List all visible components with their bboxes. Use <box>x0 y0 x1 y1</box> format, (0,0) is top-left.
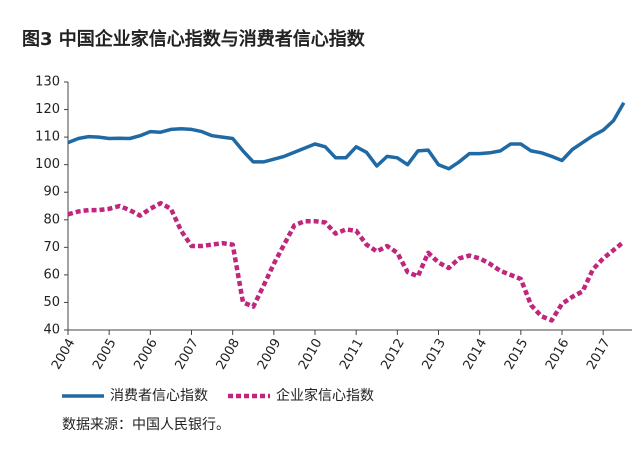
x-tick-label: 2004 <box>49 336 79 372</box>
x-tick-label: 2014 <box>461 336 491 372</box>
x-tick-label: 2017 <box>584 336 614 372</box>
legend-label: 企业家信心指数 <box>276 387 374 404</box>
x-tick-label: 2008 <box>214 336 244 372</box>
y-tick-label: 60 <box>43 267 60 282</box>
series-line <box>67 200 626 323</box>
x-tick-label: 2015 <box>502 336 532 372</box>
x-tick-label: 2013 <box>419 336 449 372</box>
y-tick-label: 110 <box>35 130 60 145</box>
x-tick-label: 2009 <box>255 336 285 372</box>
y-tick-label: 40 <box>43 323 60 338</box>
y-tick-label: 80 <box>43 212 60 227</box>
source-note: 数据来源：中国人民银行。 <box>62 417 230 433</box>
x-tick-label: 2007 <box>172 336 202 372</box>
y-tick-label: 120 <box>35 102 60 117</box>
y-tick-label: 70 <box>43 240 60 255</box>
y-tick-label: 100 <box>35 157 60 172</box>
y-tick-label: 50 <box>43 295 60 310</box>
legend-label: 消费者信心指数 <box>110 388 208 404</box>
x-tick-label: 2005 <box>90 336 120 372</box>
x-tick-label: 2011 <box>337 336 367 372</box>
x-tick-label: 2016 <box>543 336 573 372</box>
y-tick-label: 130 <box>35 75 60 90</box>
x-tick-label: 2012 <box>378 336 408 372</box>
y-tick-label: 90 <box>43 185 60 200</box>
series-line <box>67 101 626 171</box>
chart-title: 图3 中国企业家信心指数与消费者信心指数 <box>22 28 366 50</box>
x-tick-label: 2010 <box>296 336 326 372</box>
x-tick-label: 2006 <box>131 336 161 372</box>
